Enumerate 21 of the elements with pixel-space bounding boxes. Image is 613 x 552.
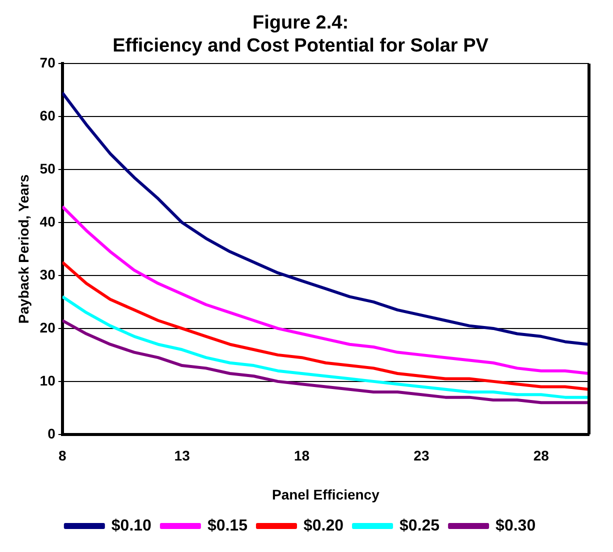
y-tick-label: 0 bbox=[48, 425, 56, 442]
legend-label: $0.30 bbox=[496, 517, 536, 534]
y-tick-label: 30 bbox=[40, 266, 56, 282]
x-tick-label: 28 bbox=[533, 448, 550, 464]
legend-label: $0.25 bbox=[400, 517, 440, 534]
x-tick-label: 18 bbox=[294, 448, 310, 464]
y-tick-label: 10 bbox=[40, 372, 56, 388]
y-tick-label: 70 bbox=[40, 54, 56, 70]
x-tick-label: 13 bbox=[174, 448, 190, 464]
legend-label: $0.20 bbox=[303, 517, 344, 534]
y-tick-label: 40 bbox=[40, 213, 56, 230]
x-tick-label: 23 bbox=[414, 448, 430, 464]
y-tick-label: 20 bbox=[40, 319, 56, 336]
y-axis-title: Payback Period, Years bbox=[15, 174, 32, 324]
legend-label: $0.10 bbox=[111, 517, 152, 534]
y-tick-label: 60 bbox=[40, 107, 56, 124]
legend-label: $0.15 bbox=[207, 517, 248, 534]
chart-title: Figure 2.4: Efficiency and Cost Potential for Solar PV bbox=[112, 12, 489, 56]
y-tick-label: 50 bbox=[40, 160, 56, 176]
x-axis-title: Panel Efficiency bbox=[272, 486, 380, 502]
x-tick-label: 8 bbox=[58, 448, 66, 464]
